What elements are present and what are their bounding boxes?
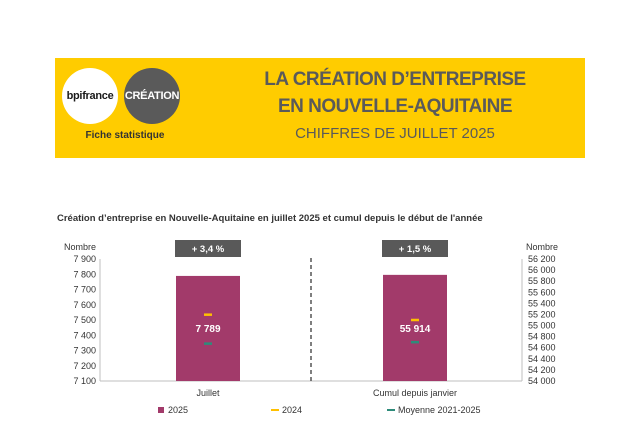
left-tick-label: 7 800 xyxy=(73,269,96,279)
bpifrance-logo: bpifrance xyxy=(62,68,118,124)
header-banner: bpifrance CRÉATION Fiche statistique LA … xyxy=(55,58,585,158)
creation-logo: CRÉATION xyxy=(124,68,180,124)
left-tick-label: 7 500 xyxy=(73,315,96,325)
right-tick-label: 54 200 xyxy=(528,365,556,375)
title-line-2: EN NOUVELLE-AQUITAINE xyxy=(277,96,513,117)
right-tick-label: 55 000 xyxy=(528,321,556,331)
legend-label: 2025 xyxy=(168,405,188,415)
right-axis-label: Nombre xyxy=(526,242,558,252)
creation-logo-text: CRÉATION xyxy=(124,90,180,102)
chart-title: Création d’entreprise en Nouvelle-Aquita… xyxy=(57,213,483,224)
right-tick-label: 54 000 xyxy=(528,376,556,386)
right-tick-label: 55 600 xyxy=(528,287,556,297)
legend-label: Moyenne 2021-2025 xyxy=(398,405,481,415)
bar-value-label: 55 914 xyxy=(400,324,431,335)
left-tick-label: 7 200 xyxy=(73,361,96,371)
right-tick-label: 55 200 xyxy=(528,309,556,319)
legend-swatch-2025 xyxy=(158,407,164,413)
bar-2025 xyxy=(176,275,240,381)
bar-value-label: 7 789 xyxy=(195,324,220,335)
legend-label: 2024 xyxy=(282,405,302,415)
right-tick-label: 55 800 xyxy=(528,276,556,286)
fiche-label: Fiche statistique xyxy=(85,130,165,141)
right-tick-label: 54 800 xyxy=(528,332,556,342)
right-tick-label: 56 000 xyxy=(528,265,556,275)
title-line-1: LA CRÉATION D’ENTREPRISE xyxy=(264,69,526,90)
bpifrance-logo-text: bpifrance xyxy=(66,90,114,102)
right-tick-label: 56 200 xyxy=(528,254,556,264)
left-tick-label: 7 100 xyxy=(73,376,96,386)
right-tick-label: 54 400 xyxy=(528,354,556,364)
right-tick-label: 54 600 xyxy=(528,343,556,353)
bar-2025 xyxy=(383,274,447,381)
left-axis-label: Nombre xyxy=(64,242,96,252)
variation-badge xyxy=(382,240,448,257)
right-tick-label: 55 400 xyxy=(528,298,556,308)
variation-badge-text: + 3,4 % xyxy=(192,244,225,255)
title-line-3: CHIFFRES DE JUILLET 2025 xyxy=(295,125,495,142)
left-tick-label: 7 300 xyxy=(73,346,96,356)
left-tick-label: 7 600 xyxy=(73,300,96,310)
left-tick-label: 7 900 xyxy=(73,254,96,264)
variation-badge xyxy=(175,240,241,257)
left-tick-label: 7 700 xyxy=(73,285,96,295)
category-label: Cumul depuis janvier xyxy=(373,388,457,398)
category-label: Juillet xyxy=(196,388,220,398)
left-tick-label: 7 400 xyxy=(73,330,96,340)
variation-badge-text: + 1,5 % xyxy=(399,244,432,255)
